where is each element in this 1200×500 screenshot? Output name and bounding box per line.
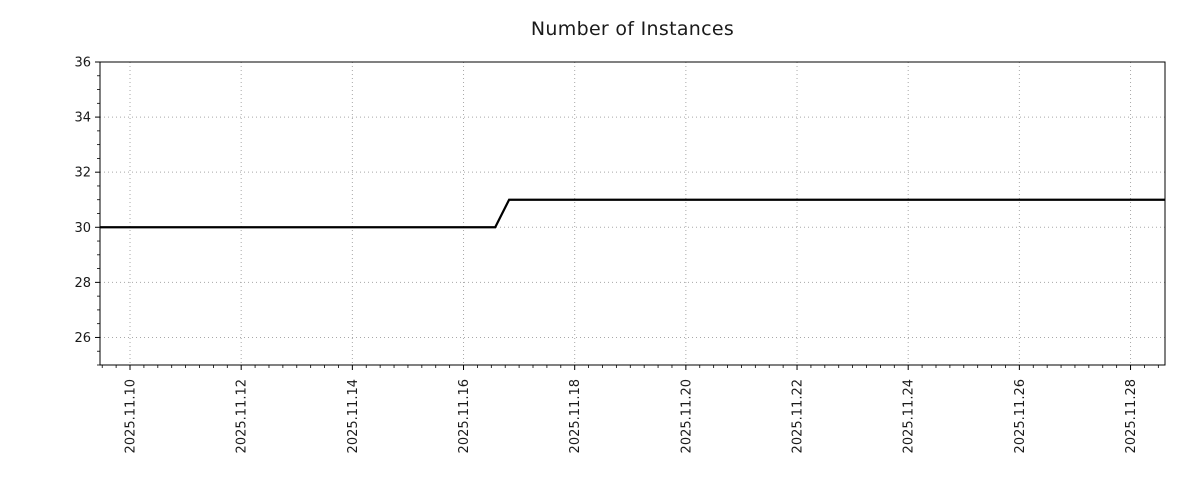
x-tick-label: 2025.11.24 bbox=[902, 379, 917, 453]
y-tick-label: 30 bbox=[74, 221, 91, 236]
x-tick-label: 2025.11.20 bbox=[679, 379, 694, 453]
y-tick-label: 26 bbox=[74, 331, 91, 346]
chart-title: Number of Instances bbox=[530, 18, 735, 40]
x-tick-label: 2025.11.18 bbox=[568, 379, 583, 453]
series-line-instances bbox=[100, 198, 1165, 229]
x-tick-label: 2025.11.28 bbox=[1124, 379, 1139, 453]
y-tick-label: 28 bbox=[74, 276, 91, 291]
x-tick-label: 2025.11.22 bbox=[791, 379, 806, 453]
x-tick-label: 2025.11.26 bbox=[1013, 379, 1028, 453]
y-tick-label: 34 bbox=[74, 111, 91, 126]
x-tick-label: 2025.11.16 bbox=[457, 379, 472, 453]
x-tick-label: 2025.11.10 bbox=[124, 379, 139, 453]
x-tick-label: 2025.11.14 bbox=[346, 379, 361, 453]
y-tick-label: 32 bbox=[74, 166, 91, 181]
y-tick-label: 36 bbox=[74, 56, 91, 71]
x-tick-label: 2025.11.12 bbox=[235, 379, 250, 453]
plot-border bbox=[99, 61, 1166, 366]
